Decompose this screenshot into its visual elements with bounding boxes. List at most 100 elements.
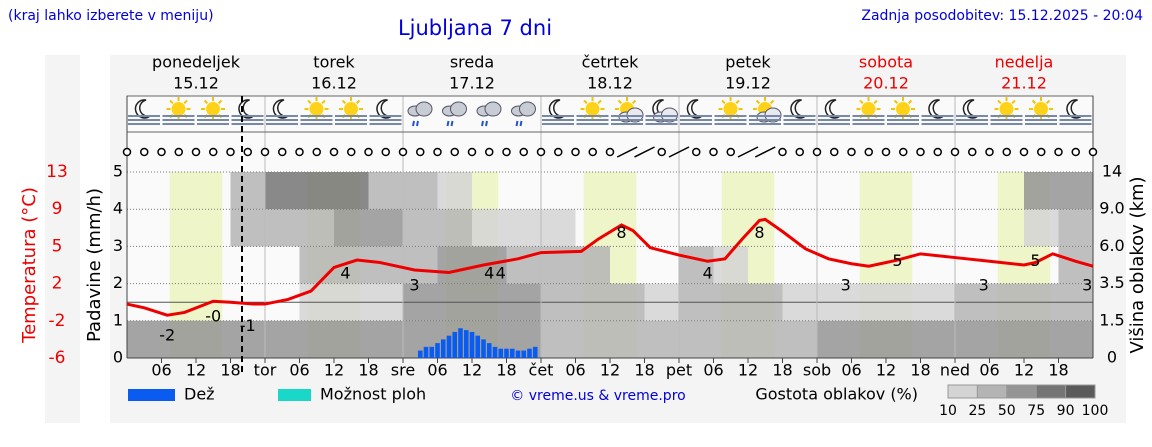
icon-moon [376, 99, 392, 119]
temperature-label: 8 [616, 223, 626, 242]
cloud-cell [1024, 209, 1059, 247]
cloud-cell [162, 172, 197, 209]
wind-calm [968, 147, 977, 157]
wind-calm [450, 147, 459, 157]
cloud-cell [127, 172, 162, 209]
rain-bar [504, 348, 509, 358]
credit: © vreme.us & vreme.pro [510, 388, 685, 404]
cloud-cell [679, 246, 714, 284]
cloud-cell [748, 246, 783, 283]
y2-tick-label: 3.5 [1099, 273, 1124, 292]
wind-calm [605, 147, 615, 157]
cloud-cell [852, 209, 887, 246]
cloud-cell [920, 320, 955, 358]
cloud-cell [886, 320, 921, 358]
x-tick-label: 12 [876, 361, 896, 380]
cloud-cell [265, 320, 300, 358]
cloud-legend-box [1035, 384, 1067, 399]
day-name: nedelja [995, 53, 1054, 72]
cloud-cell [230, 172, 265, 210]
wind-barb [754, 146, 776, 158]
icon-rain [412, 120, 419, 127]
wind-calm [726, 147, 735, 157]
y-tick-label: 1 [113, 310, 123, 329]
wind-calm [1019, 147, 1029, 157]
temperature-tick-label: -2 [49, 311, 66, 331]
wind-calm [364, 147, 373, 157]
rain-bar [423, 346, 429, 358]
cloud-cell [472, 209, 507, 247]
temperature-axis-title: Temperatura (°C) [19, 187, 40, 344]
wind-calm [864, 147, 873, 157]
wind-calm [795, 147, 804, 157]
y-tick-label: 3 [113, 236, 123, 255]
cloud-cell [610, 246, 645, 283]
x-tick-label: 12 [600, 361, 620, 380]
cloud-cell [507, 172, 542, 209]
icon-ray [307, 99, 312, 105]
cloud-cell [196, 172, 231, 209]
rain-bar [469, 331, 475, 358]
wind-calm [122, 147, 132, 157]
day-name: ponedeljek [152, 53, 241, 72]
icon-moon [238, 99, 254, 119]
day-date: 20.12 [863, 74, 909, 93]
cloud-cell [679, 209, 714, 246]
y2-tick-label: 6.0 [1099, 236, 1124, 255]
cloud-legend-box [1006, 384, 1037, 399]
temperature-label: 4 [484, 263, 494, 282]
temperature-label: 5 [892, 251, 902, 270]
x-tick-label: 06 [703, 361, 723, 380]
cloud-cell [299, 246, 334, 284]
wind-barb [634, 146, 655, 158]
icon-ray [873, 99, 878, 105]
wind-calm [209, 147, 218, 157]
cloud-cell [576, 172, 611, 209]
wind-barb [616, 146, 638, 158]
day-date: 16.12 [311, 74, 357, 93]
rain-bar [515, 350, 521, 358]
icon-cloud [519, 101, 536, 117]
day-name: sobota [859, 53, 913, 72]
wind-calm [485, 147, 494, 157]
icon-sun [206, 102, 220, 116]
cloud-cell [368, 172, 403, 210]
weather-icons [128, 97, 1092, 127]
temperature-label: 4 [496, 263, 506, 282]
icon-ray [183, 99, 188, 105]
cloud-cell [851, 320, 886, 358]
temperature-label: -2 [159, 325, 175, 344]
temperature-label: 3 [841, 276, 851, 295]
x-tick-label: 06 [979, 361, 999, 380]
icon-cloud [484, 101, 502, 117]
cloud-cell [162, 209, 197, 246]
x-tick-label: 06 [427, 361, 447, 380]
x-tick-label: 12 [462, 361, 482, 380]
x-tick-label: 12 [738, 361, 758, 380]
wind-calm [778, 147, 787, 157]
temperature-tick-label: 13 [46, 162, 68, 182]
cloud-cell [783, 209, 818, 246]
cloud-cell [437, 172, 472, 210]
cloud-cell [679, 320, 714, 358]
cloud-cell [196, 209, 231, 246]
cloud-cell [437, 209, 472, 247]
x-tick-label: 18 [220, 361, 240, 380]
wind-calm [571, 147, 580, 157]
wind-calm [709, 147, 718, 157]
icon-moon [962, 99, 979, 119]
legend-swatch [278, 389, 311, 401]
cloud-cell [714, 172, 749, 209]
cloud-cell [575, 320, 610, 358]
cloud-cell [265, 172, 300, 210]
grid [126, 95, 1094, 363]
wind-calm [260, 147, 270, 157]
temperature-label: 3 [979, 276, 989, 295]
icon-ray [597, 99, 602, 105]
rain-bar [463, 330, 469, 358]
cloud-cell [506, 209, 541, 247]
wind-calm [847, 147, 856, 157]
x-tick-label: 06 [289, 361, 309, 380]
rain-bar [521, 350, 527, 358]
cloud-cell [714, 209, 749, 246]
